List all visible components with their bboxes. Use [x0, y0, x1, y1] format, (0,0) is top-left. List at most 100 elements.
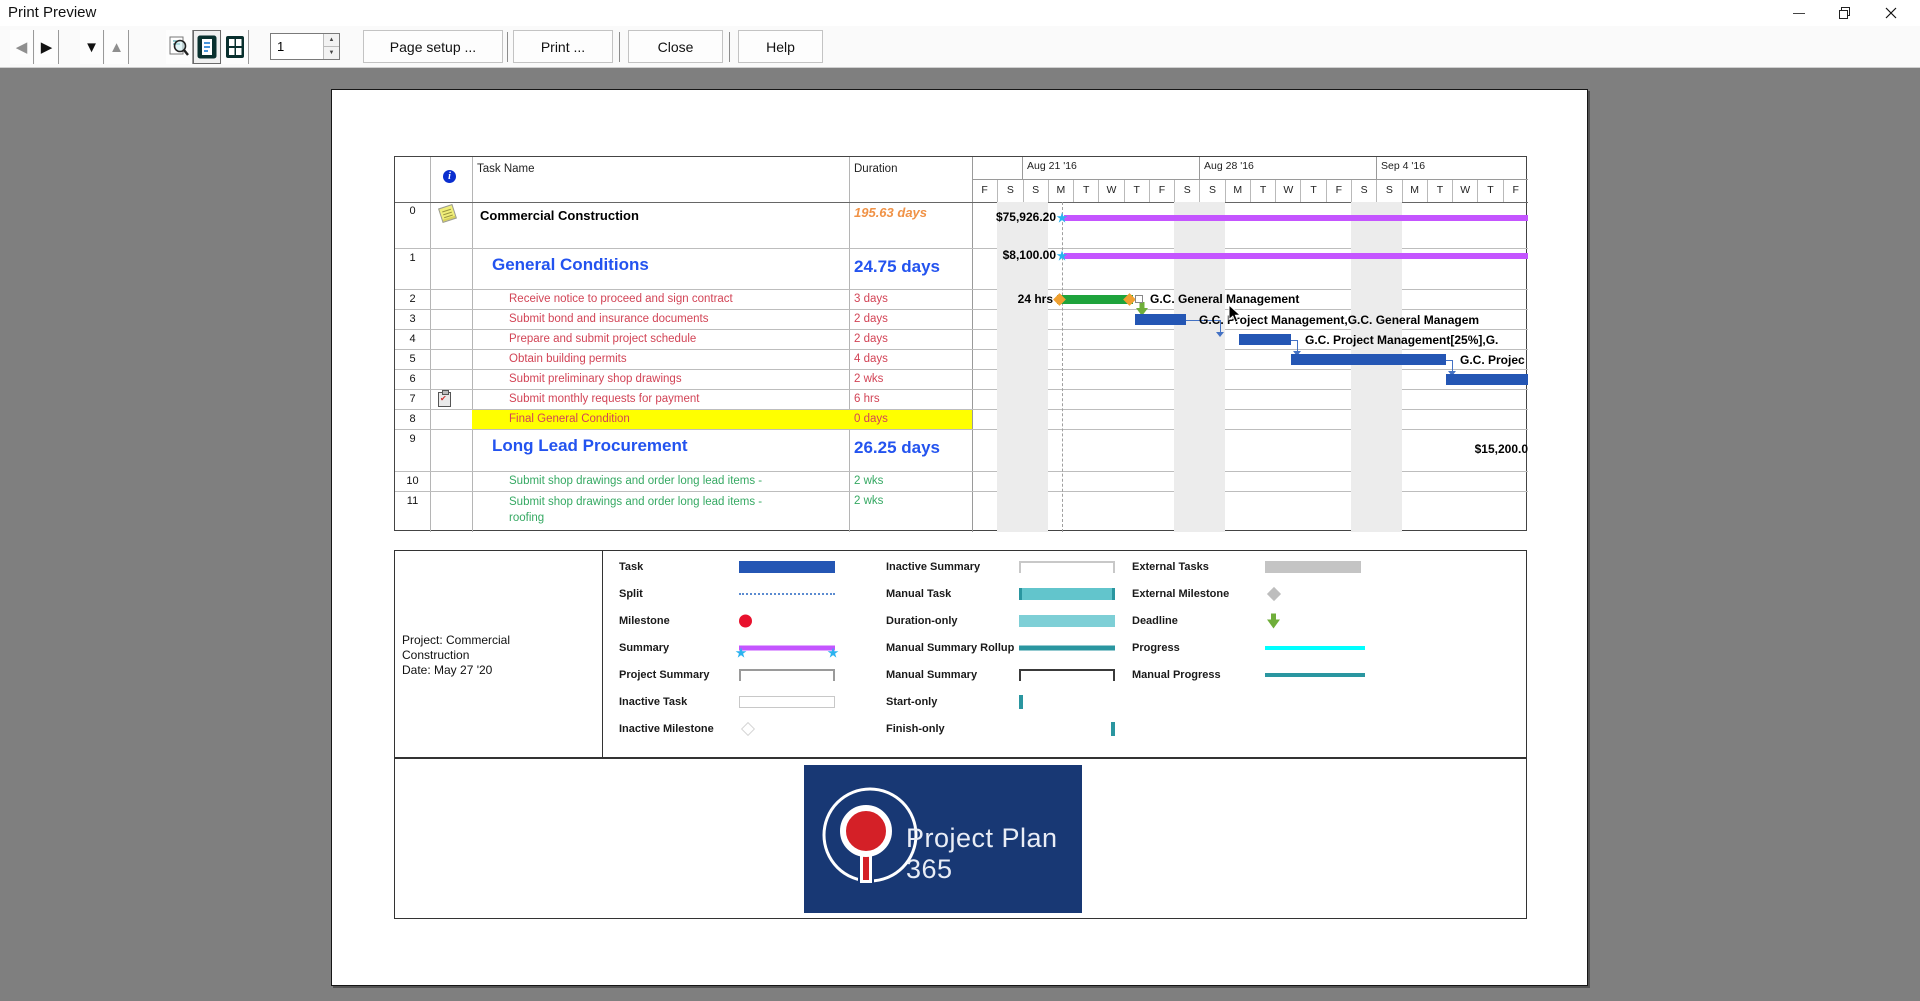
restore-button[interactable]	[1822, 0, 1868, 26]
task-duration: 6 hrs	[854, 393, 880, 405]
progress-bar	[1057, 295, 1133, 304]
task-id: 6	[409, 373, 416, 385]
toolbar-separator	[729, 32, 730, 62]
page-number-field: ▲ ▼	[270, 33, 340, 60]
task-duration: 24.75 days	[854, 257, 941, 276]
legend-item-label: External Milestone	[1132, 588, 1230, 600]
task-id: 4	[409, 333, 416, 345]
multi-page-icon	[226, 36, 244, 58]
task-duration: 4 days	[854, 353, 888, 365]
legend-external-tasks-swatch	[1265, 561, 1361, 573]
bar-resource-label: G.C. Project Management[25%],G.	[1305, 333, 1499, 347]
recurring-task-icon	[438, 390, 451, 407]
legend-inactive-task-swatch	[739, 696, 835, 708]
legend-item-label: Summary	[619, 642, 670, 654]
help-button[interactable]: Help	[738, 30, 823, 63]
task-duration: 2 days	[854, 333, 888, 345]
page-up-button[interactable]: ▲	[105, 30, 129, 64]
legend-finish-only-swatch	[1111, 722, 1115, 736]
page-down-button[interactable]: ▼	[80, 30, 104, 64]
spinner-up-button[interactable]: ▲	[324, 34, 339, 47]
task-duration: 2 wks	[854, 475, 884, 487]
print-button[interactable]: Print ...	[513, 30, 613, 63]
task-id: 0	[409, 205, 416, 217]
legend: Project: Commercial Construction Date: M…	[394, 550, 1527, 758]
legend-split-swatch	[739, 593, 835, 595]
legend-item-label: Duration-only	[886, 615, 958, 627]
weekend-shading	[1351, 202, 1402, 532]
logo-mark-icon	[822, 787, 918, 885]
gantt-chart: $75,926.20 ★ $8,100.00 ★ 24 hrs G.C. Gen…	[972, 202, 1528, 532]
table-row: 2 Receive notice to proceed and sign con…	[395, 290, 1528, 310]
legend-task-swatch	[739, 561, 835, 573]
link-line	[1452, 360, 1453, 371]
task-bar	[1291, 354, 1446, 365]
spinner-down-button[interactable]: ▼	[324, 47, 339, 59]
summary-bar	[1064, 215, 1528, 221]
bar-cost-label: $75,926.20	[995, 210, 1056, 224]
task-name: Submit preliminary shop drawings	[509, 373, 682, 385]
task-duration: 2 days	[854, 313, 888, 325]
legend-item-label: External Tasks	[1132, 561, 1209, 573]
table-row: 7 Submit monthly requests for payment 6 …	[395, 390, 1528, 410]
note-icon	[438, 204, 457, 223]
prev-page-button[interactable]: ◀	[10, 30, 34, 64]
task-duration: 2 wks	[854, 373, 884, 385]
link-line	[1291, 340, 1297, 341]
task-bar	[1446, 374, 1528, 385]
task-name: Final General Condition	[509, 413, 630, 425]
summary-star-icon: ★	[826, 644, 840, 661]
bar-resource-label: G.C. General Management	[1150, 292, 1300, 306]
legend-item-label: Inactive Summary	[886, 561, 981, 573]
preview-workspace: i Task Name Duration Aug 21 '16 Aug 28 '…	[0, 68, 1920, 1001]
table-row: 11 Submit shop drawings and order long l…	[395, 492, 1528, 532]
week-segment: Aug 21 '16	[1022, 157, 1199, 179]
table-row: 3 Submit bond and insurance documents 2 …	[395, 310, 1528, 330]
legend-item-label: Progress	[1132, 642, 1180, 654]
link-line	[1297, 340, 1298, 351]
one-page-view-button[interactable]	[193, 30, 221, 64]
bar-work-label: 24 hrs	[1017, 292, 1053, 306]
page-number-input[interactable]	[271, 34, 323, 59]
legend-item-label: Project Summary	[619, 669, 710, 681]
legend-manual-progress-swatch	[1265, 673, 1365, 677]
legend-inactive-summary-swatch	[1019, 561, 1115, 573]
week-segment: Aug 28 '16	[1199, 157, 1376, 179]
task-id: 1	[409, 252, 416, 264]
legend-item-label: Inactive Milestone	[619, 723, 714, 735]
task-duration: 3 days	[854, 293, 888, 305]
link-line	[1220, 320, 1221, 332]
task-name: Long Lead Procurement	[492, 436, 688, 455]
week-segment-blank	[972, 157, 1022, 179]
task-id: 8	[409, 413, 416, 425]
page-number-spinner: ▲ ▼	[323, 34, 339, 59]
legend-item-label: Split	[619, 588, 643, 600]
task-name: Submit bond and insurance documents	[509, 313, 709, 325]
page-setup-button[interactable]: Page setup ...	[363, 30, 503, 63]
legend-item-label: Milestone	[619, 615, 670, 627]
table-row: 9 Long Lead Procurement 26.25 days	[395, 430, 1528, 472]
toolbar-separator	[619, 32, 620, 62]
project-start-gridline	[1062, 202, 1063, 532]
task-id: 11	[406, 495, 419, 507]
duration-header: Duration	[854, 163, 898, 175]
task-id: 2	[409, 293, 416, 305]
task-name: Commercial Construction	[480, 208, 639, 223]
next-page-button[interactable]: ▶	[35, 30, 59, 64]
legend-project-label: Project: Commercial Construction	[402, 633, 511, 662]
close-button[interactable]: Close	[628, 30, 723, 63]
one-page-icon	[197, 35, 217, 59]
minimize-button[interactable]	[1776, 0, 1822, 26]
zoom-button[interactable]	[166, 30, 193, 64]
legend-project-summary-swatch	[739, 669, 835, 681]
close-icon	[1885, 7, 1897, 19]
project-info: Project: Commercial Construction Date: M…	[402, 633, 552, 678]
multi-page-view-button[interactable]	[222, 30, 249, 64]
table-row: 8 Final General Condition 0 days	[395, 410, 1528, 430]
task-duration: 26.25 days	[854, 438, 941, 457]
summary-start-star-icon: ★	[1055, 209, 1069, 226]
close-window-button[interactable]	[1868, 0, 1914, 26]
task-name-header: Task Name	[477, 163, 535, 175]
logo-footer: Project Plan 365	[394, 758, 1527, 919]
weekend-shading	[1174, 202, 1225, 532]
